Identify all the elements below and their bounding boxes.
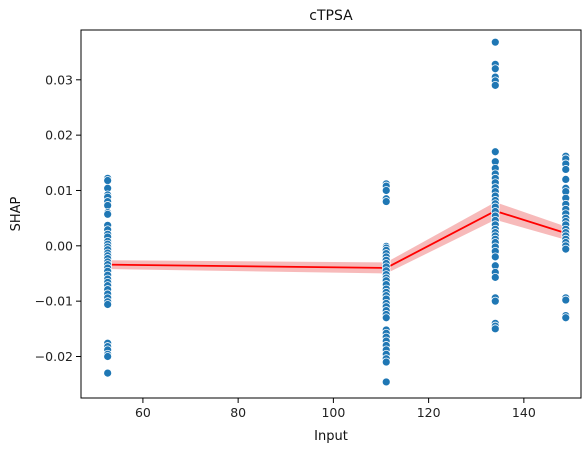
data-point (103, 368, 113, 378)
data-point (381, 197, 391, 206)
data-point (103, 300, 113, 309)
data-point (490, 296, 500, 306)
x-tick-label: 80 (230, 405, 246, 420)
data-point (561, 165, 571, 174)
confidence-band-area (107, 202, 566, 274)
x-axis: 60 80 100 120 140 (135, 398, 536, 420)
y-axis: −0.02 −0.01 0.00 0.01 0.02 0.03 (35, 72, 81, 364)
y-tick-label: 0.01 (45, 183, 73, 198)
y-tick-label: 0.00 (45, 238, 73, 253)
data-point (490, 80, 500, 90)
data-point (490, 324, 500, 334)
trend-polyline (107, 209, 567, 269)
x-tick-label: 60 (135, 405, 151, 420)
data-point (490, 64, 500, 74)
data-point (561, 244, 571, 254)
x-tick-label: 120 (417, 405, 441, 420)
y-tick-label: −0.02 (35, 349, 73, 364)
data-point (561, 313, 571, 323)
data-point (381, 186, 391, 195)
trend-line (107, 209, 567, 269)
data-point (381, 357, 391, 367)
chart-title: cTPSA (309, 8, 353, 24)
x-tick-label: 140 (512, 405, 536, 420)
data-point (381, 377, 391, 387)
data-point (103, 209, 113, 219)
data-point (561, 175, 571, 184)
data-point (561, 295, 571, 305)
scatter-points (103, 37, 571, 387)
y-axis-label: SHAP (9, 196, 24, 231)
data-point (490, 272, 500, 282)
data-point (490, 147, 500, 157)
y-tick-label: 0.03 (45, 72, 73, 87)
data-point (103, 352, 113, 361)
y-tick-label: −0.01 (35, 294, 73, 309)
data-point (103, 176, 113, 185)
x-axis-label: Input (314, 429, 348, 444)
data-point (490, 37, 500, 47)
x-tick-label: 100 (321, 405, 345, 420)
confidence-band (107, 202, 566, 274)
y-tick-label: 0.02 (45, 128, 73, 143)
plot-frame (80, 29, 582, 399)
data-point (381, 313, 391, 323)
data-point (490, 252, 500, 262)
